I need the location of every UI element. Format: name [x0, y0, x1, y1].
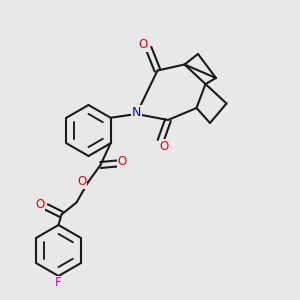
Text: O: O	[160, 140, 169, 153]
Text: O: O	[139, 38, 148, 52]
Text: O: O	[77, 175, 86, 188]
Text: O: O	[35, 198, 44, 211]
Text: F: F	[55, 276, 62, 289]
Text: N: N	[132, 106, 141, 119]
Text: O: O	[118, 154, 127, 168]
